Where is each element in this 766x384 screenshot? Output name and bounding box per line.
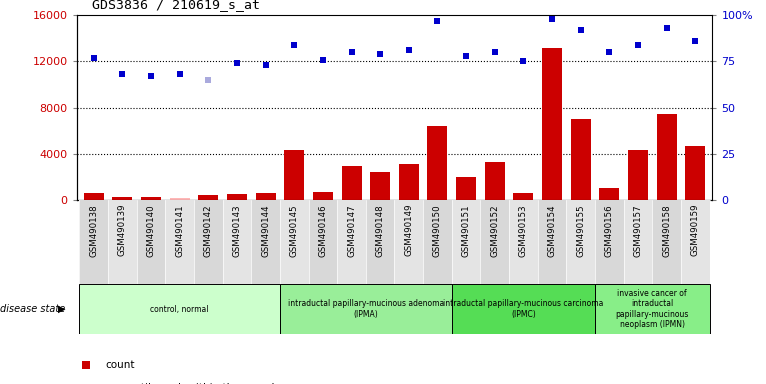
Text: GSM490151: GSM490151 [462, 204, 470, 257]
Bar [370, 172, 390, 200]
Bar [628, 150, 648, 200]
Text: GSM490147: GSM490147 [347, 204, 356, 257]
Bar [566, 200, 595, 284]
Bar [337, 200, 366, 284]
Bar [456, 177, 476, 200]
Bar [198, 195, 218, 200]
Bar [452, 284, 595, 334]
Bar [342, 166, 362, 200]
Text: percentile rank within the sample: percentile rank within the sample [105, 383, 281, 384]
Text: GDS3836 / 210619_s_at: GDS3836 / 210619_s_at [92, 0, 260, 12]
Text: disease state: disease state [0, 304, 65, 314]
Text: GSM490157: GSM490157 [633, 204, 643, 257]
Bar [165, 200, 194, 284]
Text: GSM490142: GSM490142 [204, 204, 213, 257]
Bar [284, 150, 304, 200]
Bar [509, 200, 538, 284]
Bar [571, 119, 591, 200]
Bar [480, 200, 509, 284]
Bar [227, 195, 247, 200]
Text: GSM490144: GSM490144 [261, 204, 270, 257]
Text: intraductal papillary-mucinous adenoma
(IPMA): intraductal papillary-mucinous adenoma (… [288, 300, 444, 319]
Bar [394, 200, 423, 284]
Text: intraductal papillary-mucinous carcinoma
(IPMC): intraductal papillary-mucinous carcinoma… [444, 300, 604, 319]
Bar [685, 146, 705, 200]
Bar [223, 200, 251, 284]
Bar [80, 284, 280, 334]
Bar [624, 200, 652, 284]
Text: GSM490138: GSM490138 [90, 204, 98, 257]
Bar [141, 197, 161, 200]
Bar [595, 284, 709, 334]
Bar [113, 197, 133, 200]
Bar [538, 200, 566, 284]
Bar [452, 200, 480, 284]
Text: GSM490143: GSM490143 [232, 204, 241, 257]
Text: control, normal: control, normal [150, 305, 209, 314]
Text: GSM490152: GSM490152 [490, 204, 499, 257]
Bar [83, 194, 104, 200]
Bar [656, 114, 676, 200]
Text: GSM490159: GSM490159 [691, 204, 699, 257]
Text: GSM490154: GSM490154 [548, 204, 557, 257]
Bar [652, 200, 681, 284]
Bar [366, 200, 394, 284]
Bar [595, 200, 624, 284]
Text: GSM490158: GSM490158 [662, 204, 671, 257]
Bar [251, 200, 280, 284]
Text: GSM490155: GSM490155 [576, 204, 585, 257]
Bar [170, 198, 190, 200]
Bar [80, 200, 108, 284]
Text: GSM490141: GSM490141 [175, 204, 184, 257]
Bar [280, 284, 452, 334]
Text: ▶: ▶ [57, 304, 65, 314]
Bar [280, 200, 309, 284]
Bar [485, 162, 505, 200]
Bar [399, 164, 419, 200]
Text: count: count [105, 360, 135, 370]
Bar [599, 188, 619, 200]
Bar [309, 200, 337, 284]
Bar [423, 200, 452, 284]
Text: GSM490149: GSM490149 [404, 204, 414, 257]
Bar [513, 193, 533, 200]
Text: invasive cancer of
intraductal
papillary-mucinous
neoplasm (IPMN): invasive cancer of intraductal papillary… [616, 289, 689, 329]
Text: GSM490148: GSM490148 [375, 204, 385, 257]
Text: GSM490140: GSM490140 [146, 204, 155, 257]
Bar [108, 200, 137, 284]
Text: GSM490146: GSM490146 [319, 204, 327, 257]
Bar [313, 192, 333, 200]
Text: GSM490150: GSM490150 [433, 204, 442, 257]
Bar [194, 200, 223, 284]
Text: GSM490153: GSM490153 [519, 204, 528, 257]
Bar [542, 48, 562, 200]
Bar [427, 126, 447, 200]
Text: GSM490145: GSM490145 [290, 204, 299, 257]
Bar [137, 200, 165, 284]
Text: GSM490156: GSM490156 [605, 204, 614, 257]
Text: GSM490139: GSM490139 [118, 204, 127, 257]
Bar [681, 200, 709, 284]
Bar [256, 194, 276, 200]
